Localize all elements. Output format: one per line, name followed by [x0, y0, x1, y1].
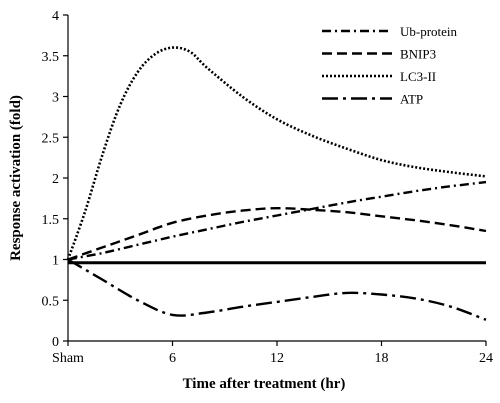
- legend-item: ATP: [322, 92, 423, 107]
- y-tick-label: 4: [52, 9, 59, 24]
- series-line-bnip3: [67, 206, 487, 261]
- series-line-ub-protein: [67, 180, 487, 261]
- legend-label: LC3-II: [400, 69, 436, 84]
- x-tick-label: 6: [169, 351, 176, 366]
- series-line-atp: [67, 258, 487, 321]
- y-tick-label: 2: [52, 172, 59, 187]
- ticks-layer: 0 0.5 1 1.5 2 2.5 3 3.5 4 Sham 6 12 18 24: [42, 9, 494, 366]
- y-tick-label: 3.5: [42, 50, 60, 65]
- legend-label: BNIP3: [400, 47, 436, 62]
- series-layer: [66, 46, 487, 321]
- series-line-lc3-ii: [66, 46, 487, 260]
- y-tick-label: 0.5: [42, 294, 60, 309]
- x-axis-title: Time after treatment (hr): [183, 376, 346, 392]
- x-tick-label: 12: [270, 351, 284, 366]
- y-tick-label: 3: [52, 91, 59, 106]
- legend-item: BNIP3: [322, 47, 436, 62]
- y-axis-title: Response activation (fold): [8, 95, 24, 261]
- x-tick-label: 24: [479, 351, 493, 366]
- y-tick-label: 2.5: [42, 131, 60, 146]
- y-tick-label: 0: [52, 335, 59, 350]
- x-tick-label: 18: [375, 351, 389, 366]
- legend-item: Ub-protein: [322, 24, 458, 39]
- legend-label: ATP: [400, 92, 423, 107]
- y-tick-label: 1: [52, 254, 59, 269]
- legend: Ub-protein BNIP3 LC3-II ATP: [322, 24, 458, 107]
- x-tick-label: Sham: [52, 351, 84, 366]
- legend-label: Ub-protein: [400, 24, 458, 39]
- y-tick-label: 1.5: [42, 213, 60, 228]
- axes-layer: [67, 15, 486, 342]
- legend-item: LC3-II: [322, 69, 436, 84]
